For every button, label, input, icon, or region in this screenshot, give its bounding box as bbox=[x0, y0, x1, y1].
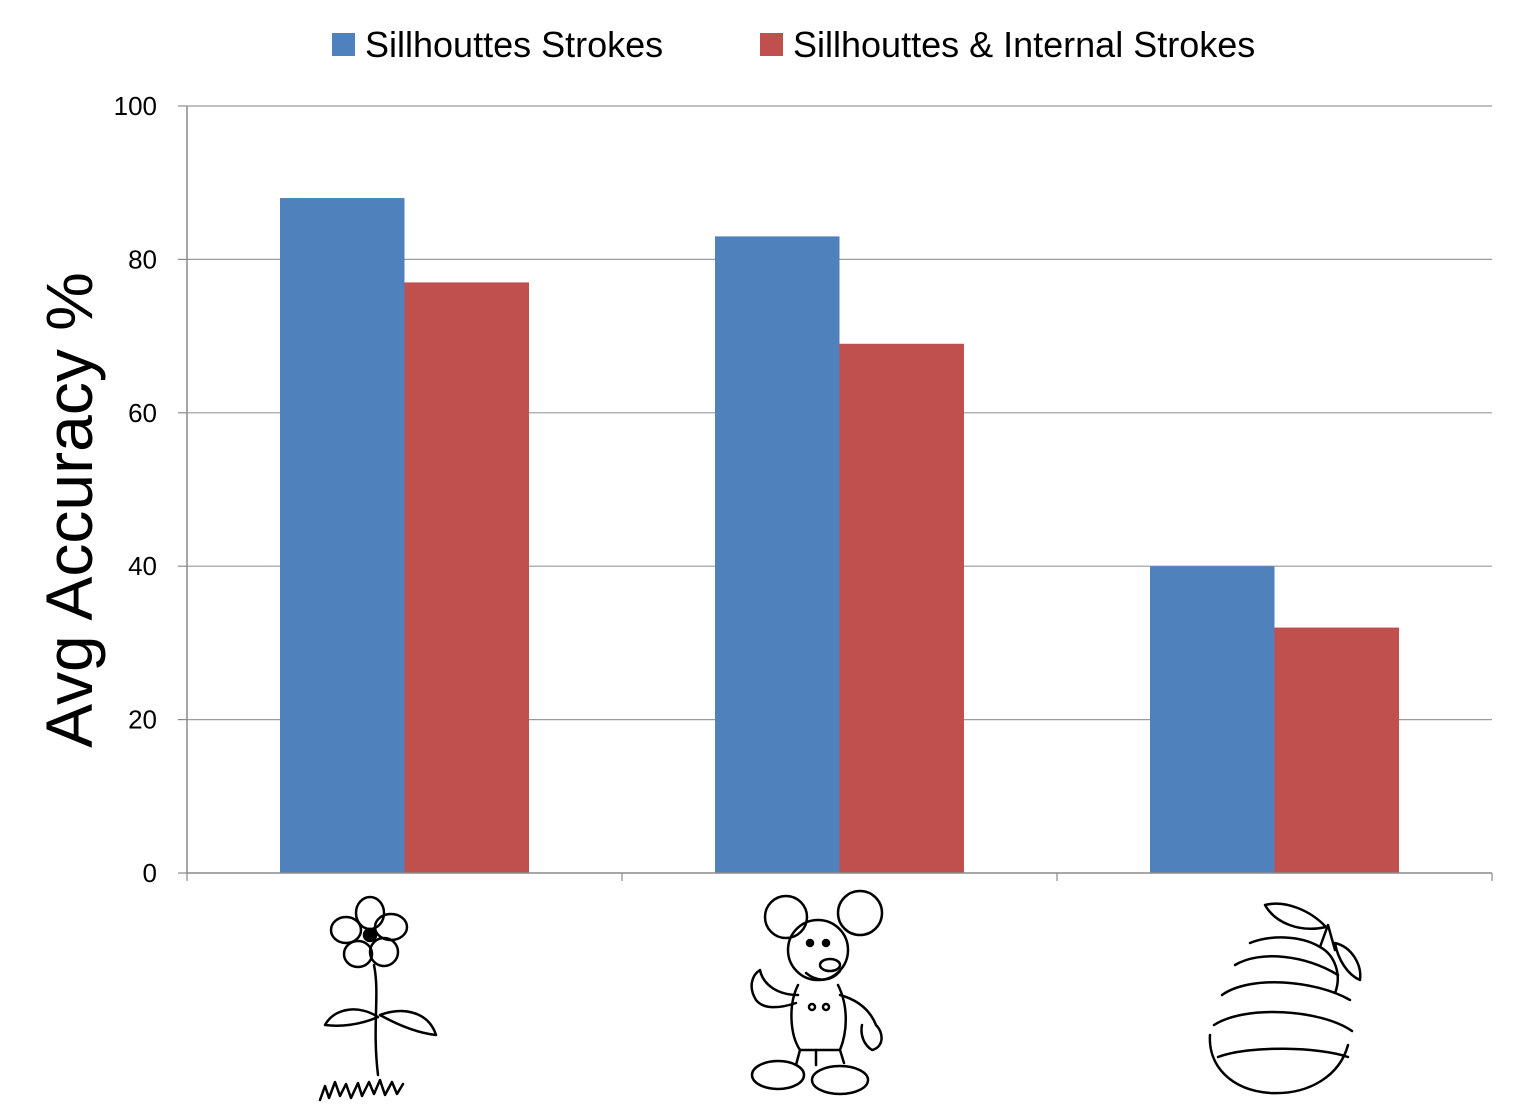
y-tick-label-20: 20 bbox=[128, 705, 157, 735]
axes bbox=[186, 106, 1493, 881]
apple-icon bbox=[1208, 902, 1362, 1095]
y-tick-label-80: 80 bbox=[128, 244, 157, 274]
y-tick-labels: 0 20 40 60 80 100 bbox=[114, 91, 157, 888]
legend-swatch-2 bbox=[760, 33, 783, 56]
bar-apple-drawing-series-2 bbox=[1274, 627, 1399, 873]
y-axis-label: Avg Accuracy % bbox=[32, 272, 106, 748]
legend-label-2: Sillhouttes & Internal Strokes bbox=[793, 24, 1255, 65]
y-tick-label-60: 60 bbox=[128, 398, 157, 428]
bar-flower-drawing-series-1 bbox=[280, 198, 405, 874]
mickey-mouse-icon bbox=[750, 889, 884, 1096]
y-tick-label-100: 100 bbox=[114, 91, 157, 121]
bars bbox=[280, 198, 1399, 874]
legend-swatch-1 bbox=[332, 33, 355, 56]
bar-flower-drawing-series-2 bbox=[404, 282, 529, 873]
y-tick-label-40: 40 bbox=[128, 551, 157, 581]
bar-mickey-mouse-drawing-series-1 bbox=[715, 236, 840, 873]
legend: Sillhouttes Strokes Sillhouttes & Interna… bbox=[332, 24, 1255, 65]
bar-mickey-mouse-drawing-series-2 bbox=[839, 343, 964, 873]
y-tick-label-0: 0 bbox=[143, 858, 157, 888]
bar-apple-drawing-series-1 bbox=[1150, 566, 1275, 873]
flower-icon bbox=[318, 895, 438, 1102]
legend-label-1: Sillhouttes Strokes bbox=[365, 24, 663, 65]
